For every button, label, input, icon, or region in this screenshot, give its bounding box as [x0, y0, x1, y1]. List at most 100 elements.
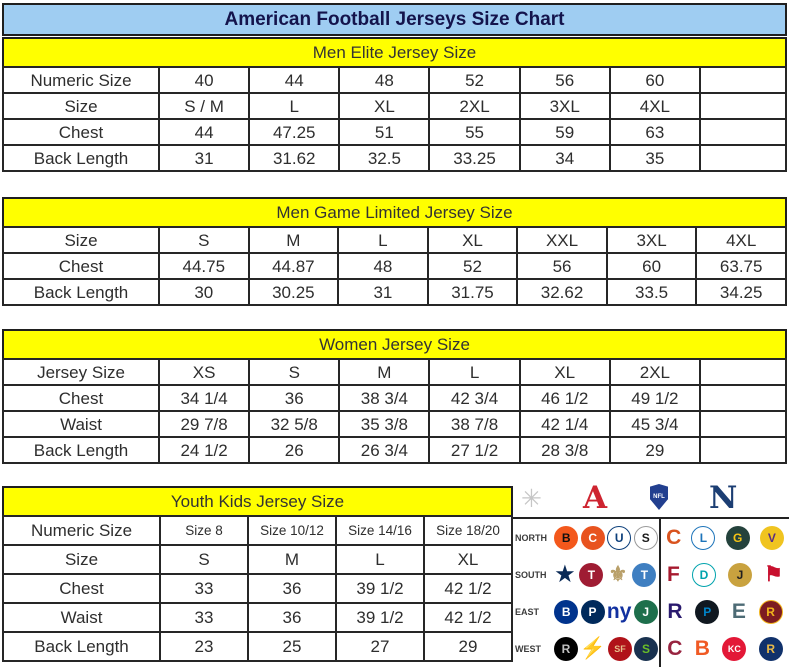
size-cell: 33.5 — [605, 278, 698, 306]
table-row: Numeric Size 40 44 48 52 56 60 — [2, 66, 787, 94]
size-cell: 52 — [428, 66, 521, 94]
women-header: Women Jersey Size — [2, 329, 787, 358]
size-cell: 48 — [338, 66, 431, 94]
size-cell: 44.75 — [158, 252, 250, 280]
size-cell: 63 — [608, 118, 702, 146]
redskins-logo-icon: R — [758, 599, 783, 624]
empty-cell — [699, 410, 787, 438]
size-cell: 52 — [426, 252, 519, 280]
size-cell: 42 3/4 — [428, 384, 521, 412]
vikings-logo-icon: V — [759, 525, 784, 550]
division-label: WEST — [515, 643, 541, 654]
size-cell: L — [335, 544, 425, 575]
empty-cell — [699, 118, 787, 146]
size-cell: 2XL — [428, 92, 521, 120]
afc-teams: ★ T ⚜ T — [553, 556, 659, 593]
size-cell: 36 — [247, 602, 337, 633]
men-elite-table: Numeric Size 40 44 48 52 56 60 Size S / M L XL 2XL 3… — [2, 66, 787, 172]
size-cell: Size 14/16 — [335, 515, 425, 546]
table-row: Jersey Size XS S M L XL 2XL — [2, 358, 787, 386]
size-cell: 32.5 — [338, 144, 431, 172]
row-label: Numeric Size — [2, 66, 160, 94]
row-label: Size — [2, 226, 160, 254]
size-cell: 63.75 — [695, 252, 787, 280]
size-cell: 26 3/4 — [338, 436, 431, 464]
size-cell: 56 — [518, 66, 611, 94]
table-row: Back Length 31 31.62 32.5 33.25 34 35 — [2, 144, 787, 172]
women-table: Jersey Size XS S M L XL 2XL Chest 34 1/4 36 38 3/4… — [2, 358, 787, 464]
chart-title-bar: American Football Jerseys Size Chart — [2, 3, 787, 36]
eagles-logo-icon: E — [731, 600, 746, 623]
steelers-logo-icon: S — [633, 525, 658, 550]
table-row: Waist 29 7/8 32 5/8 35 3/8 38 7/8 42 1/4 45 3/… — [2, 410, 787, 438]
size-cell: 25 — [247, 631, 337, 662]
chart-title: American Football Jerseys Size Chart — [224, 8, 565, 30]
size-cell: S — [159, 544, 249, 575]
afc-teams: R ⚡ SF S — [553, 630, 659, 667]
size-cell: S — [158, 226, 250, 254]
size-cell: S / M — [157, 92, 251, 120]
table-row: Back Length 30 30.25 31 31.75 32.62 33.5 34.25 — [2, 278, 787, 306]
size-cell: 2XL — [608, 358, 702, 386]
size-cell: 29 — [608, 436, 702, 464]
size-cell: 32 5/8 — [248, 410, 341, 438]
division-row-south: SOUTH ★ T ⚜ T F D J ⚑ — [513, 556, 789, 593]
size-cell: 38 3/4 — [338, 384, 431, 412]
jaguars-logo-icon: J — [728, 562, 753, 587]
table-row: Waist 33 36 39 1/2 42 1/2 — [2, 602, 513, 633]
saints-logo-icon: ⚜ — [608, 563, 628, 586]
size-cell: 3XL — [605, 226, 698, 254]
size-cell: M — [338, 358, 431, 386]
row-label: Size — [2, 92, 160, 120]
size-cell: 29 7/8 — [157, 410, 251, 438]
table-row: Size S / M L XL 2XL 3XL 4XL — [2, 92, 787, 120]
size-cell: XS — [157, 358, 251, 386]
starburst-icon: ✳ — [521, 485, 542, 513]
size-cell: M — [247, 226, 340, 254]
row-label: Chest — [2, 573, 161, 604]
bills-logo-icon: B — [554, 599, 579, 624]
table-row: Chest 33 36 39 1/2 42 1/2 — [2, 573, 513, 604]
row-label: Chest — [2, 252, 160, 280]
women-section: Women Jersey Size Jersey Size XS S M L XL 2XL C… — [2, 329, 787, 464]
browns-logo-icon: C — [580, 525, 605, 550]
size-cell: 46 1/2 — [518, 384, 611, 412]
men-elite-section: Men Elite Jersey Size Numeric Size 40 44 48… — [2, 37, 787, 172]
division-label: EAST — [515, 606, 540, 617]
empty-cell — [699, 144, 787, 172]
table-row: Chest 44 47.25 51 55 59 63 — [2, 118, 787, 146]
size-cell: 56 — [516, 252, 608, 280]
ravens-logo-icon: R — [667, 600, 683, 623]
size-cell: 60 — [605, 252, 698, 280]
nfl-teams-grid: ✳ A NFL N NORTH B C U S C L G V SOUTH ★ T ⚜ T F D J ⚑ EAST… — [513, 480, 789, 667]
size-cell: L — [428, 358, 521, 386]
size-cell: 42 1/2 — [423, 573, 513, 604]
panthers-logo-icon: P — [695, 599, 720, 624]
texans-logo-icon: T — [579, 562, 604, 587]
chargers-logo-icon: ⚡ — [579, 637, 607, 660]
cardinals-logo-icon: C — [667, 637, 683, 660]
size-cell: 35 3/8 — [338, 410, 431, 438]
seahawks-logo-icon: S — [633, 636, 658, 661]
size-cell: 60 — [608, 66, 702, 94]
size-cell: XL — [426, 226, 519, 254]
size-cell: 27 — [335, 631, 425, 662]
size-cell: Size 10/12 — [247, 515, 337, 546]
row-label: Size — [2, 544, 161, 575]
size-cell: 55 — [428, 118, 521, 146]
men-game-limited-table: Size S M L XL XXL 3XL 4XL Chest 44.75 44.87 48 52 56 6… — [2, 226, 787, 306]
empty-cell — [699, 66, 787, 94]
youth-table: Numeric Size Size 8 Size 10/12 Size 14/16 Si… — [2, 515, 513, 662]
size-cell: Size 18/20 — [423, 515, 513, 546]
men-elite-header: Men Elite Jersey Size — [2, 37, 787, 66]
nfl-shield-icon: NFL — [650, 484, 668, 510]
size-cell: 24 1/2 — [157, 436, 251, 464]
size-cell: 39 1/2 — [335, 602, 425, 633]
size-cell: 29 — [423, 631, 513, 662]
size-cell: S — [248, 358, 341, 386]
youth-header: Youth Kids Jersey Size — [2, 486, 513, 515]
empty-cell — [699, 92, 787, 120]
men-game-limited-header: Men Game Limited Jersey Size — [2, 197, 787, 226]
